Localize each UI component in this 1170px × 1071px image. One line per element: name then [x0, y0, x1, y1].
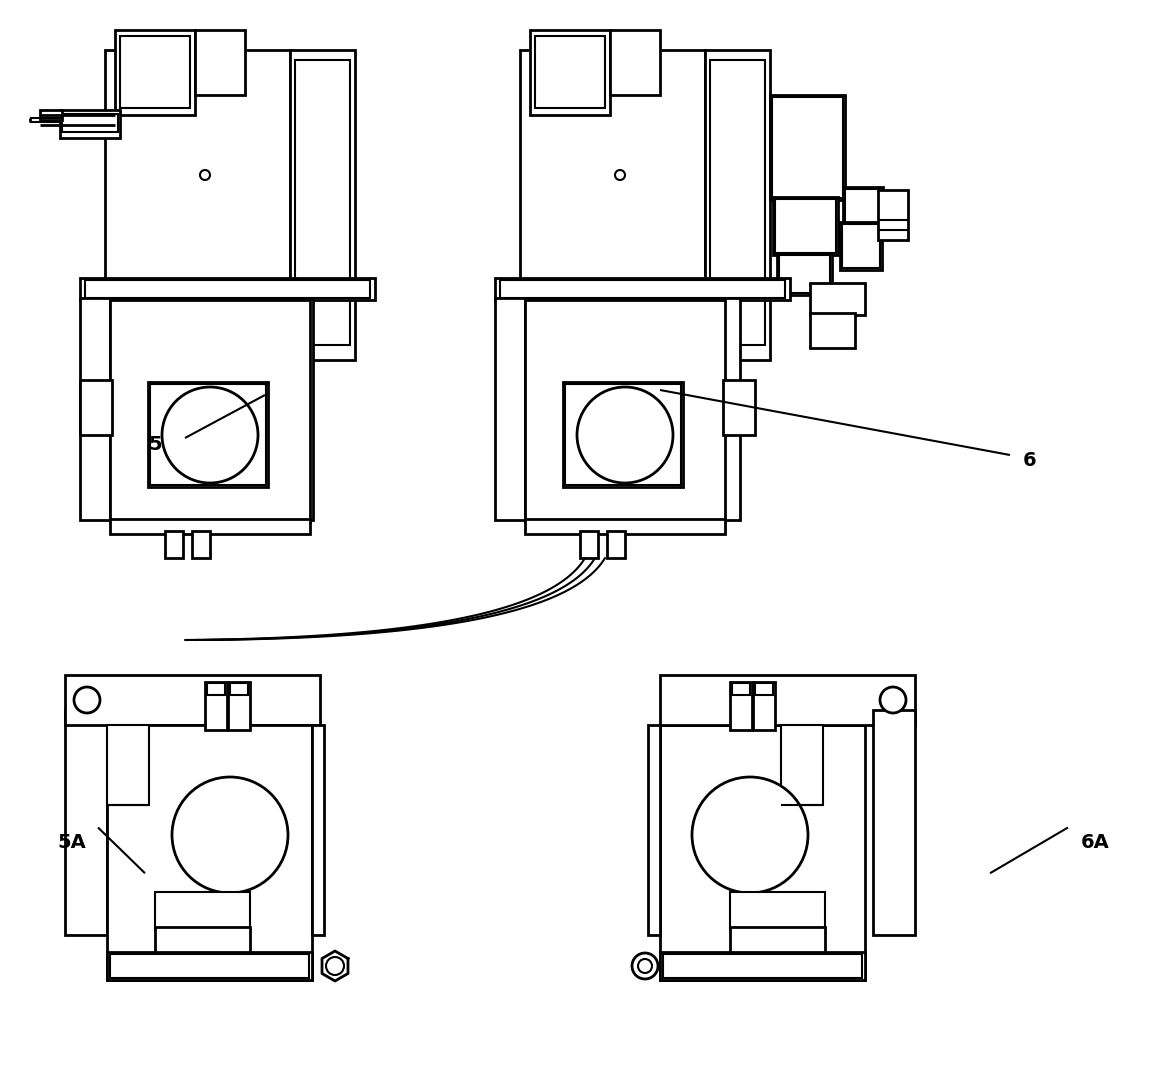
Bar	[495, 298, 525, 521]
Text: 6: 6	[1024, 451, 1037, 469]
Bar	[110, 954, 309, 978]
Bar	[730, 892, 825, 930]
Bar	[840, 222, 882, 270]
Bar	[660, 952, 865, 980]
Bar	[295, 60, 350, 345]
Bar	[150, 384, 266, 485]
Bar	[228, 682, 250, 730]
Bar	[706, 50, 770, 360]
Bar	[770, 95, 845, 200]
Circle shape	[632, 953, 658, 979]
Bar	[519, 50, 706, 360]
Bar	[40, 110, 62, 120]
Bar	[648, 725, 660, 935]
Bar	[106, 725, 149, 805]
Circle shape	[615, 65, 625, 75]
Bar	[165, 531, 183, 558]
Bar	[283, 298, 314, 521]
Bar	[500, 280, 785, 298]
Bar	[732, 683, 750, 695]
Bar	[753, 682, 775, 730]
Bar	[730, 682, 752, 730]
Bar	[565, 384, 681, 485]
Bar	[62, 114, 118, 132]
Bar	[60, 110, 121, 138]
Bar	[192, 531, 209, 558]
Circle shape	[200, 170, 209, 180]
Circle shape	[161, 387, 259, 483]
Bar	[845, 188, 881, 223]
Bar	[230, 683, 248, 695]
Text: 5: 5	[149, 436, 161, 454]
Bar	[810, 283, 865, 315]
Bar	[110, 300, 310, 522]
Bar	[121, 36, 190, 108]
Bar	[195, 30, 245, 95]
Bar	[660, 675, 915, 725]
Bar	[782, 725, 823, 805]
Circle shape	[200, 65, 209, 75]
Bar	[755, 683, 773, 695]
Bar	[663, 954, 862, 978]
Bar	[723, 380, 755, 435]
Bar	[772, 97, 844, 198]
Bar	[844, 187, 883, 225]
Bar	[710, 298, 739, 521]
Circle shape	[691, 776, 808, 893]
Bar	[580, 531, 598, 558]
Text: 6A: 6A	[1081, 833, 1109, 853]
Bar	[147, 382, 268, 487]
Bar	[495, 278, 790, 300]
Circle shape	[74, 687, 99, 713]
Bar	[205, 682, 227, 730]
Bar	[106, 952, 312, 980]
Bar	[80, 278, 376, 300]
Bar	[530, 30, 610, 115]
Bar	[66, 675, 321, 725]
Bar	[154, 892, 250, 930]
Circle shape	[577, 387, 673, 483]
Circle shape	[326, 957, 344, 975]
Bar	[106, 725, 312, 980]
Bar	[80, 380, 112, 435]
Bar	[80, 298, 110, 521]
Circle shape	[615, 170, 625, 180]
Bar	[730, 927, 825, 952]
Bar	[525, 300, 725, 522]
Bar	[610, 30, 660, 95]
Text: 5A: 5A	[57, 833, 87, 853]
Bar	[810, 313, 855, 348]
Bar	[878, 190, 908, 240]
Circle shape	[172, 776, 288, 893]
Bar	[312, 725, 324, 935]
Bar	[115, 30, 195, 115]
Circle shape	[638, 959, 652, 972]
Bar	[660, 725, 865, 980]
Bar	[207, 683, 225, 695]
Bar	[154, 927, 250, 952]
Bar	[777, 253, 832, 295]
Bar	[710, 60, 765, 345]
Bar	[110, 519, 310, 534]
Bar	[563, 382, 683, 487]
Bar	[779, 255, 830, 293]
Bar	[842, 224, 880, 268]
Circle shape	[880, 687, 906, 713]
Bar	[773, 197, 838, 255]
Bar	[105, 50, 290, 360]
Bar	[607, 531, 625, 558]
Bar	[775, 199, 837, 253]
Bar	[85, 280, 370, 298]
Bar	[66, 710, 106, 935]
Bar	[535, 36, 605, 108]
Bar	[290, 50, 355, 360]
Bar	[873, 710, 915, 935]
Bar	[525, 519, 725, 534]
